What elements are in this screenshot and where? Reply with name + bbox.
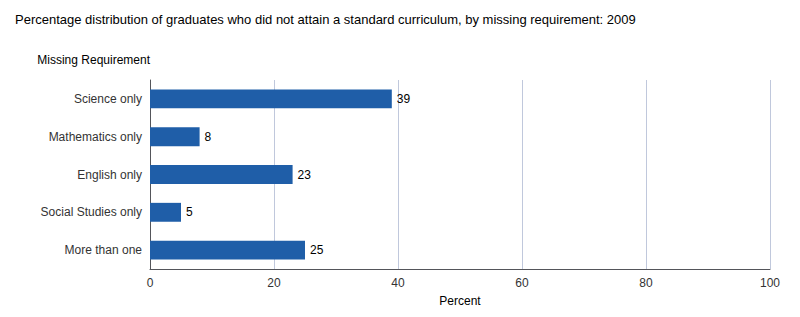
svg-text:39: 39: [397, 92, 411, 106]
svg-text:100: 100: [760, 276, 780, 290]
svg-text:60: 60: [515, 276, 529, 290]
svg-text:English only: English only: [77, 168, 142, 182]
svg-text:23: 23: [298, 168, 312, 182]
svg-text:Social Studies only: Social Studies only: [41, 205, 142, 219]
svg-text:25: 25: [310, 243, 324, 257]
svg-text:20: 20: [267, 276, 281, 290]
svg-text:Mathematics only: Mathematics only: [49, 130, 142, 144]
svg-text:More than one: More than one: [65, 243, 143, 257]
svg-text:Science only: Science only: [74, 92, 142, 106]
svg-text:Missing Requirement: Missing Requirement: [37, 53, 150, 67]
svg-text:80: 80: [639, 276, 653, 290]
svg-text:0: 0: [147, 276, 154, 290]
svg-text:40: 40: [391, 276, 405, 290]
svg-text:5: 5: [186, 205, 193, 219]
svg-text:8: 8: [205, 130, 212, 144]
svg-text:Percent: Percent: [439, 294, 481, 308]
svg-text:Percentage distribution of gra: Percentage distribution of graduates who…: [15, 12, 636, 27]
